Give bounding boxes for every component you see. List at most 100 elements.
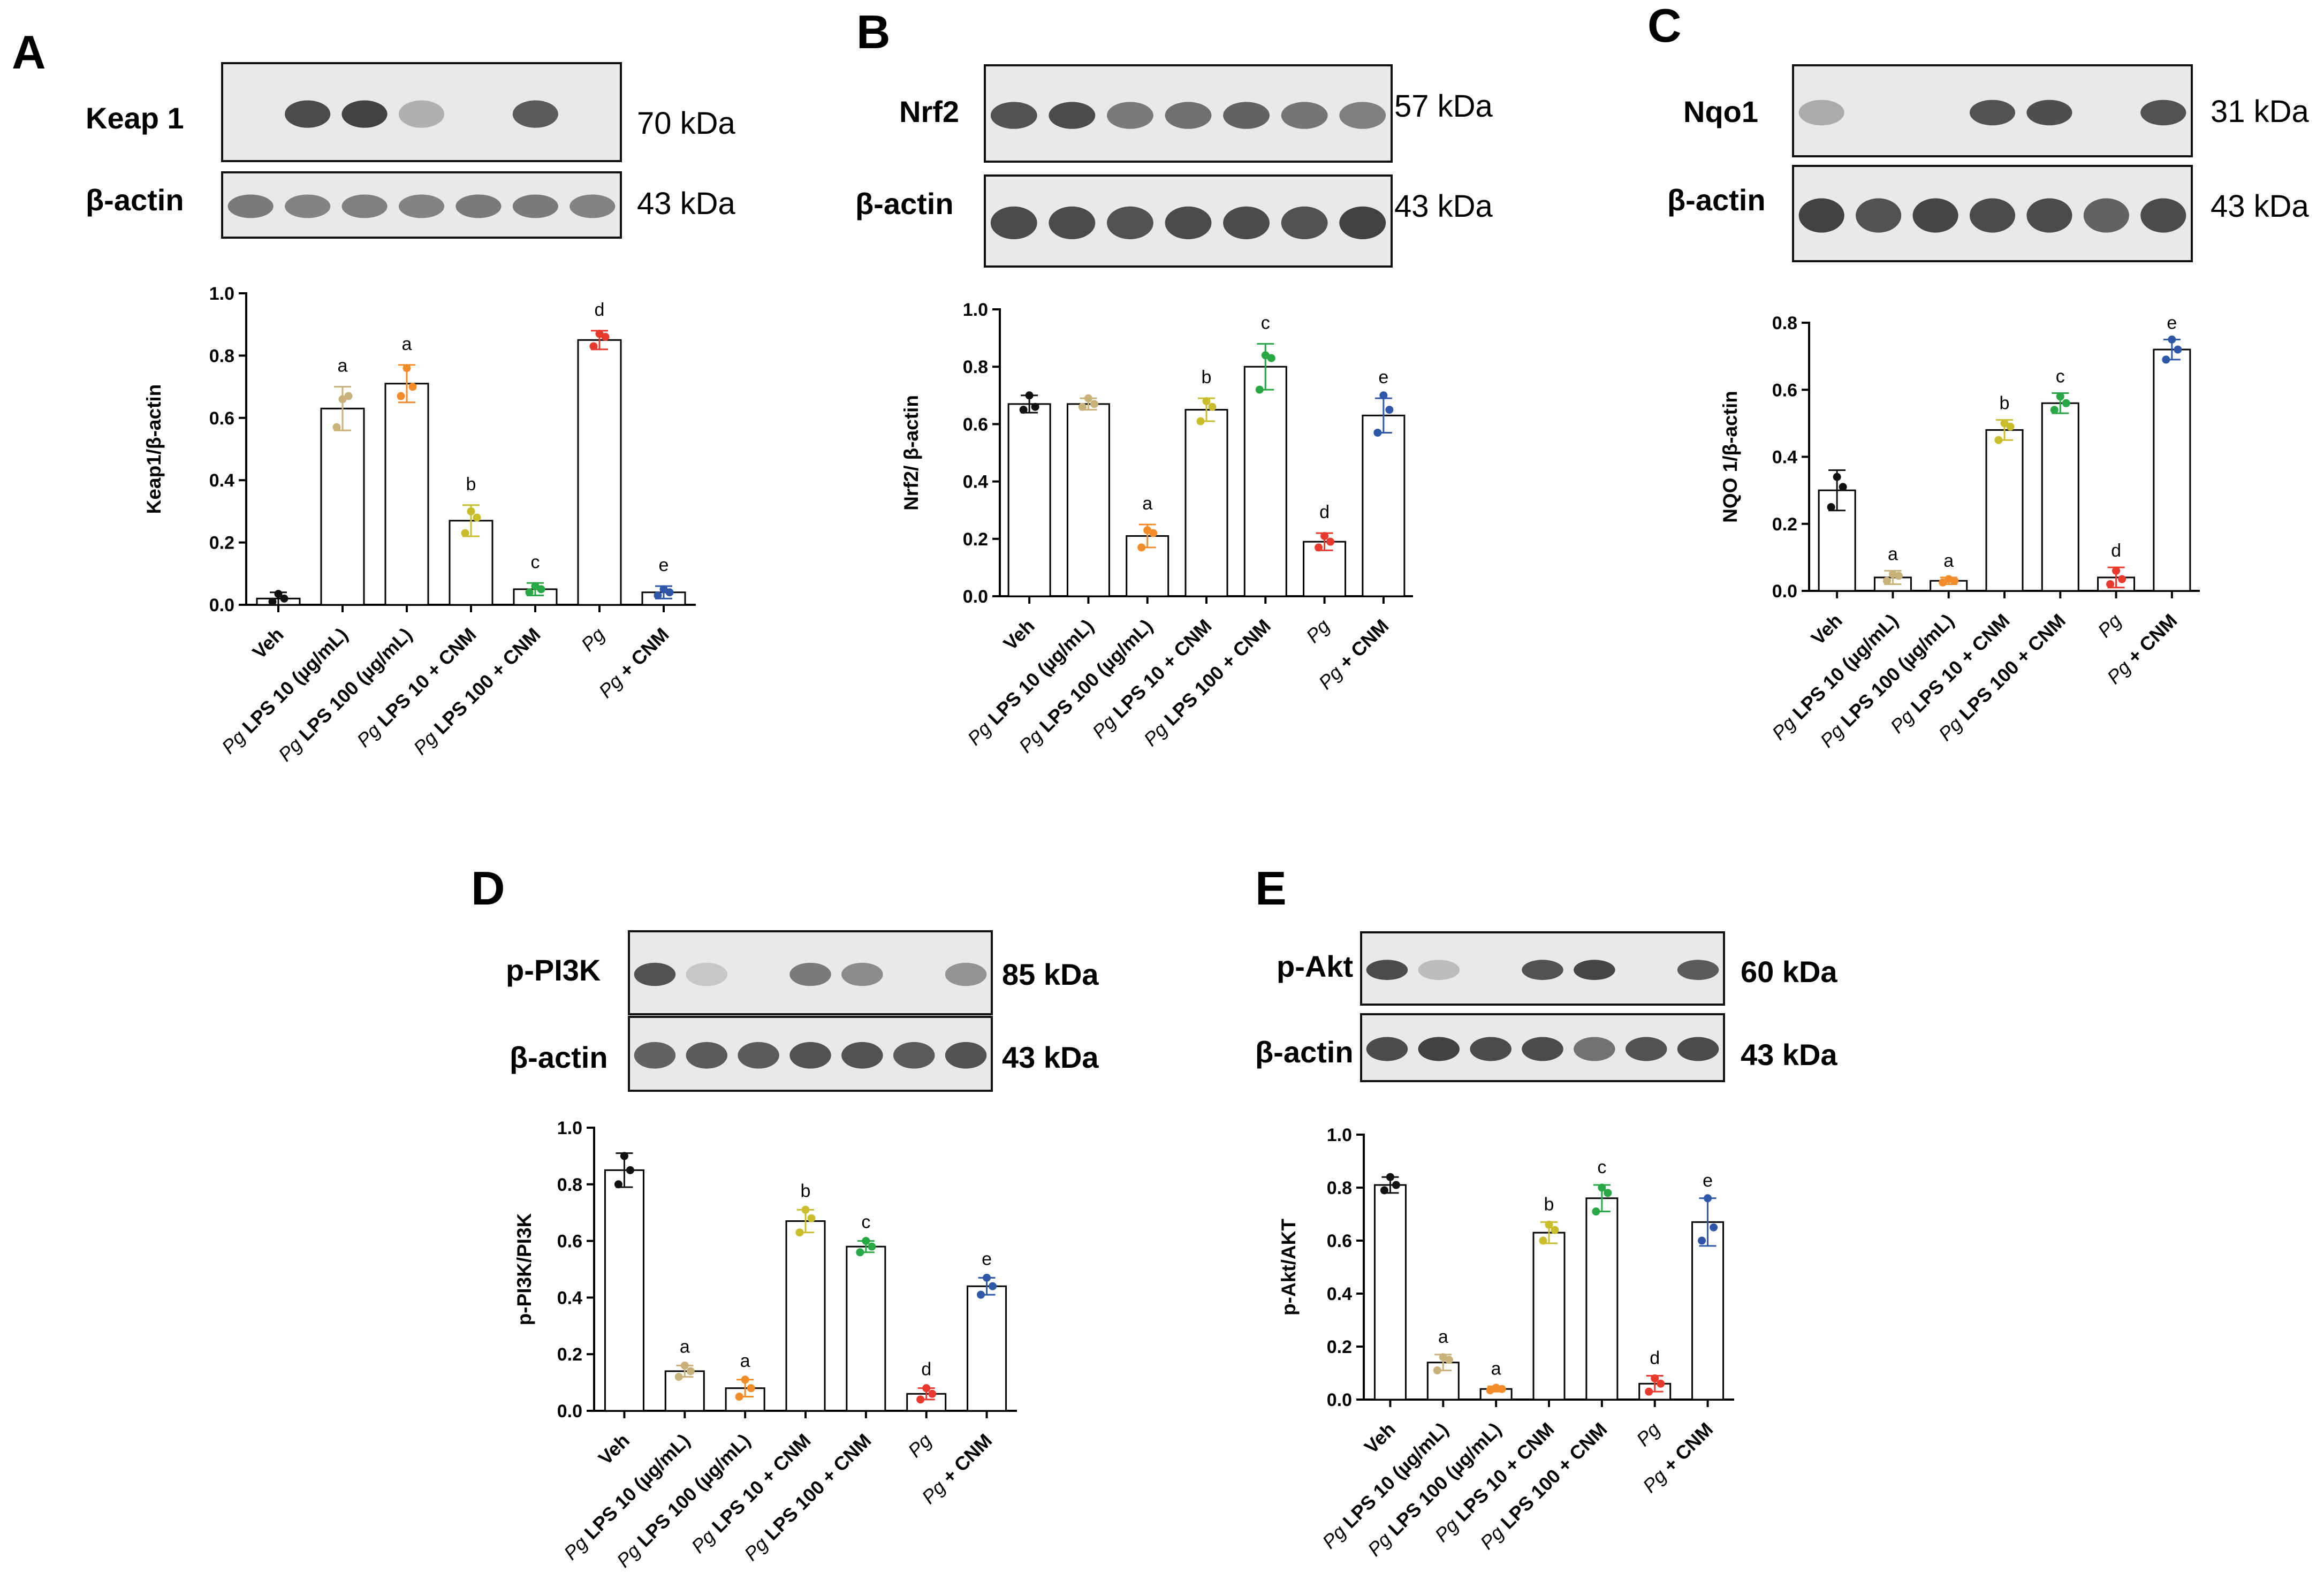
category-text: Veh [999, 615, 1039, 655]
data-point [2006, 422, 2015, 431]
data-point [1031, 402, 1039, 411]
data-point [741, 1375, 749, 1384]
blot-band [945, 1042, 987, 1069]
blot-beta-actin: β-actin 43 kDa [855, 174, 1493, 268]
data-point [1196, 417, 1205, 425]
blot-band [285, 100, 331, 128]
data-point [654, 591, 662, 600]
category-text: LPS 100 + CNM [426, 624, 545, 742]
blot-band [2026, 198, 2072, 233]
y-tick-label: 0.0 [963, 587, 988, 607]
blot-kda: 60 kDa [1741, 955, 1837, 989]
blot-band [990, 206, 1037, 239]
blot-band [512, 194, 558, 218]
significance-label: a [1438, 1327, 1448, 1347]
blot-target: p-Akt 60 kDa [1277, 931, 1837, 1006]
blot-target: Nrf2 57 kDa [899, 64, 1493, 163]
blot-target: Keap 1 70 kDa [86, 62, 736, 162]
blot-band [1969, 100, 2016, 126]
blot-label: Nrf2 [899, 95, 959, 128]
data-point [397, 392, 405, 400]
significance-label: d [1319, 502, 1330, 522]
category-text: LPS 100 (µg/mL) [629, 1430, 755, 1555]
data-point [537, 585, 545, 594]
y-tick-label: 0.4 [209, 470, 234, 491]
y-tick-label: 0.6 [1327, 1231, 1352, 1251]
category-text: + CNM [611, 624, 673, 686]
significance-label: b [801, 1181, 811, 1201]
blot-kda: 43 kDa [1394, 189, 1493, 224]
y-tick-label: 0.4 [1327, 1284, 1352, 1304]
data-point [1149, 529, 1158, 537]
data-point [2056, 392, 2064, 401]
blot-band [2083, 198, 2129, 233]
data-point [1208, 402, 1217, 411]
blot-band [398, 100, 445, 128]
category-text: LPS 10 + CNM [704, 1430, 815, 1541]
y-tick-label: 0.0 [1772, 581, 1797, 602]
data-point [922, 1384, 931, 1393]
significance-label: d [921, 1359, 931, 1380]
significance-label: d [2111, 541, 2121, 561]
significance-label: a [740, 1351, 750, 1371]
category-text: + CNM [1331, 615, 1393, 677]
bar [1532, 1232, 1566, 1401]
data-point [1704, 1194, 1712, 1203]
y-axis-label: Keap1/β-actin [143, 384, 165, 514]
data-point [686, 1367, 695, 1375]
blot-beta-actin: β-actin 43 kDa [86, 171, 736, 239]
y-tick-label: 0.6 [557, 1232, 582, 1252]
significance-label: a [1142, 493, 1152, 514]
category-label: Veh [1360, 1418, 1400, 1458]
significance-label: b [466, 474, 476, 495]
blot-band [2026, 100, 2072, 126]
blot-band [1223, 102, 1270, 129]
data-point [1994, 436, 2003, 444]
blot-band [1281, 206, 1328, 239]
y-tick-label: 0.8 [963, 357, 988, 377]
y-tick-label: 0.8 [557, 1175, 582, 1195]
category-text: LPS 10 + CNM [1105, 615, 1216, 726]
data-point [1255, 385, 1264, 394]
bar [1691, 1221, 1725, 1401]
blot-band [2140, 198, 2186, 233]
bar-chart: 0.0 0.2 0.4 0.6 0.8 1.0 p-PI3K/PI3K Veh a Pg LPS … [513, 1118, 1017, 1571]
category-text: Veh [594, 1430, 634, 1469]
significance-label: d [1650, 1348, 1660, 1368]
y-tick-label: 0.8 [1772, 313, 1797, 333]
blot-band [789, 1042, 831, 1069]
blot-beta-actin: β-actin 43 kDa [1667, 165, 2310, 262]
y-axis-label: Nrf2/ β-actin [900, 395, 922, 511]
blot-label: β-actin [855, 187, 954, 221]
data-point [1202, 397, 1211, 406]
data-point [1379, 391, 1388, 400]
category-text: LPS 10 (µg/mL) [234, 624, 352, 741]
data-point [1592, 1207, 1600, 1216]
blot-band [455, 194, 502, 218]
category-italic: Pg [2093, 610, 2125, 642]
category-italic: Pg [1302, 615, 1334, 647]
y-tick-label: 0.6 [209, 408, 234, 429]
blot-label: β-actin [1667, 183, 1766, 217]
data-point [1551, 1226, 1559, 1234]
data-point [1839, 483, 1847, 491]
data-point [1320, 531, 1329, 540]
blot-band [1625, 1037, 1667, 1061]
blot-kda: 43 kDa [1741, 1038, 1837, 1071]
blot-band [1912, 198, 1958, 233]
data-point [983, 1273, 991, 1282]
category-label: Pg [1632, 1418, 1664, 1450]
significance-label: e [1378, 367, 1388, 387]
data-point [2062, 399, 2070, 407]
panel-e: Ep-Akt 60 kDa β-actin 43 kDa 0.0 0.2 0.4 0.6 0.8… [1255, 862, 1837, 1560]
data-point [977, 1290, 985, 1299]
data-point [2174, 345, 2182, 354]
category-label: Pg LPS 10 + CNM [353, 624, 481, 751]
y-tick-label: 0.2 [1327, 1337, 1352, 1357]
blot-beta-actin: β-actin 43 kDa [510, 1016, 1099, 1092]
bar [384, 383, 429, 606]
significance-label: b [1544, 1194, 1554, 1214]
